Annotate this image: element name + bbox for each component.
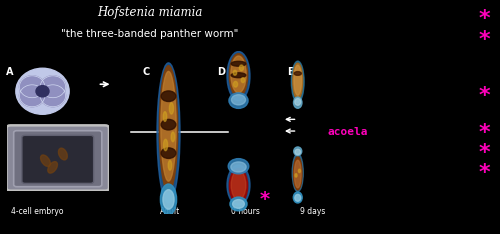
Circle shape: [20, 76, 45, 98]
Text: *: *: [478, 123, 490, 143]
Text: acoela: acoela: [327, 127, 368, 137]
FancyBboxPatch shape: [6, 125, 109, 191]
Ellipse shape: [231, 162, 246, 172]
Circle shape: [20, 85, 45, 107]
Ellipse shape: [227, 165, 250, 205]
Circle shape: [40, 85, 66, 107]
Ellipse shape: [230, 197, 247, 211]
Ellipse shape: [161, 91, 176, 102]
Circle shape: [234, 81, 237, 87]
Text: *: *: [478, 143, 490, 163]
Text: 9 days: 9 days: [300, 208, 325, 216]
Ellipse shape: [160, 184, 176, 215]
Ellipse shape: [232, 200, 244, 208]
Ellipse shape: [231, 56, 246, 93]
Ellipse shape: [294, 192, 302, 203]
Ellipse shape: [295, 149, 300, 155]
Circle shape: [163, 112, 166, 121]
Ellipse shape: [293, 63, 302, 99]
Text: *: *: [478, 86, 490, 106]
Text: 4-cell embryo: 4-cell embryo: [11, 208, 64, 216]
Ellipse shape: [294, 147, 302, 156]
Ellipse shape: [295, 99, 300, 105]
Ellipse shape: [294, 65, 302, 95]
Circle shape: [171, 132, 174, 142]
Circle shape: [298, 169, 300, 173]
Ellipse shape: [157, 63, 180, 203]
Text: *: *: [478, 163, 490, 183]
Text: *: *: [260, 190, 270, 209]
Circle shape: [241, 78, 244, 83]
Text: B: B: [6, 128, 14, 138]
Text: Adult: Adult: [160, 208, 180, 216]
Ellipse shape: [228, 159, 249, 174]
Ellipse shape: [292, 154, 304, 192]
Text: Lab colony: Lab colony: [17, 164, 58, 173]
FancyBboxPatch shape: [22, 135, 94, 183]
Text: C: C: [142, 67, 150, 77]
Ellipse shape: [232, 95, 245, 105]
Ellipse shape: [48, 161, 57, 173]
Ellipse shape: [227, 51, 250, 101]
Circle shape: [233, 70, 236, 75]
Circle shape: [170, 103, 173, 114]
Text: 0 hours: 0 hours: [230, 208, 260, 216]
Ellipse shape: [294, 157, 302, 190]
Ellipse shape: [163, 190, 174, 209]
Ellipse shape: [294, 97, 302, 108]
Text: *: *: [478, 30, 490, 50]
Ellipse shape: [231, 73, 246, 78]
Text: A: A: [6, 67, 14, 77]
Circle shape: [40, 76, 66, 98]
Text: *: *: [478, 9, 490, 29]
Text: "the three-banded panther worm": "the three-banded panther worm": [62, 29, 238, 39]
Ellipse shape: [292, 61, 304, 102]
Circle shape: [295, 174, 297, 177]
Circle shape: [168, 161, 172, 170]
Text: E: E: [288, 67, 294, 77]
Ellipse shape: [230, 168, 248, 203]
Ellipse shape: [161, 119, 176, 130]
Ellipse shape: [59, 148, 67, 160]
Ellipse shape: [295, 194, 300, 201]
Ellipse shape: [294, 72, 302, 75]
Ellipse shape: [231, 61, 246, 66]
Ellipse shape: [16, 68, 69, 114]
Circle shape: [240, 65, 244, 71]
Ellipse shape: [161, 71, 176, 181]
FancyBboxPatch shape: [14, 131, 102, 187]
Ellipse shape: [160, 66, 178, 192]
Ellipse shape: [294, 160, 301, 188]
Ellipse shape: [161, 148, 176, 158]
Ellipse shape: [230, 54, 248, 97]
Text: Hofstenia miamia: Hofstenia miamia: [98, 6, 202, 19]
Circle shape: [164, 139, 168, 151]
Ellipse shape: [231, 171, 246, 200]
Text: D: D: [218, 67, 226, 77]
Ellipse shape: [42, 155, 50, 167]
Circle shape: [36, 86, 49, 97]
Ellipse shape: [229, 93, 248, 108]
